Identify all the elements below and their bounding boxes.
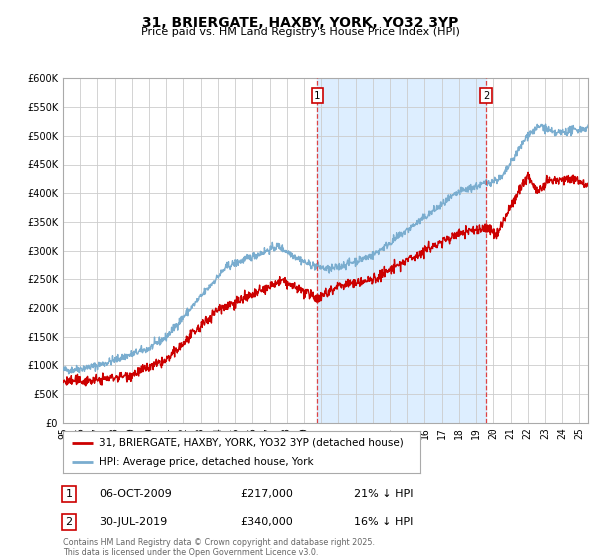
Text: 06-OCT-2009: 06-OCT-2009 xyxy=(99,489,172,499)
Text: 16% ↓ HPI: 16% ↓ HPI xyxy=(354,517,413,527)
Text: 31, BRIERGATE, HAXBY, YORK, YO32 3YP (detached house): 31, BRIERGATE, HAXBY, YORK, YO32 3YP (de… xyxy=(99,438,403,448)
Text: Contains HM Land Registry data © Crown copyright and database right 2025.
This d: Contains HM Land Registry data © Crown c… xyxy=(63,538,375,557)
Text: 1: 1 xyxy=(65,489,73,499)
Text: £217,000: £217,000 xyxy=(240,489,293,499)
Text: 21% ↓ HPI: 21% ↓ HPI xyxy=(354,489,413,499)
Text: HPI: Average price, detached house, York: HPI: Average price, detached house, York xyxy=(99,458,313,467)
Text: 2: 2 xyxy=(65,517,73,527)
Text: £340,000: £340,000 xyxy=(240,517,293,527)
Text: 2: 2 xyxy=(483,91,489,101)
Text: 31, BRIERGATE, HAXBY, YORK, YO32 3YP: 31, BRIERGATE, HAXBY, YORK, YO32 3YP xyxy=(142,16,458,30)
Bar xyxy=(317,78,486,423)
Text: 30-JUL-2019: 30-JUL-2019 xyxy=(99,517,167,527)
Text: 1: 1 xyxy=(314,91,320,101)
Text: Price paid vs. HM Land Registry's House Price Index (HPI): Price paid vs. HM Land Registry's House … xyxy=(140,27,460,37)
